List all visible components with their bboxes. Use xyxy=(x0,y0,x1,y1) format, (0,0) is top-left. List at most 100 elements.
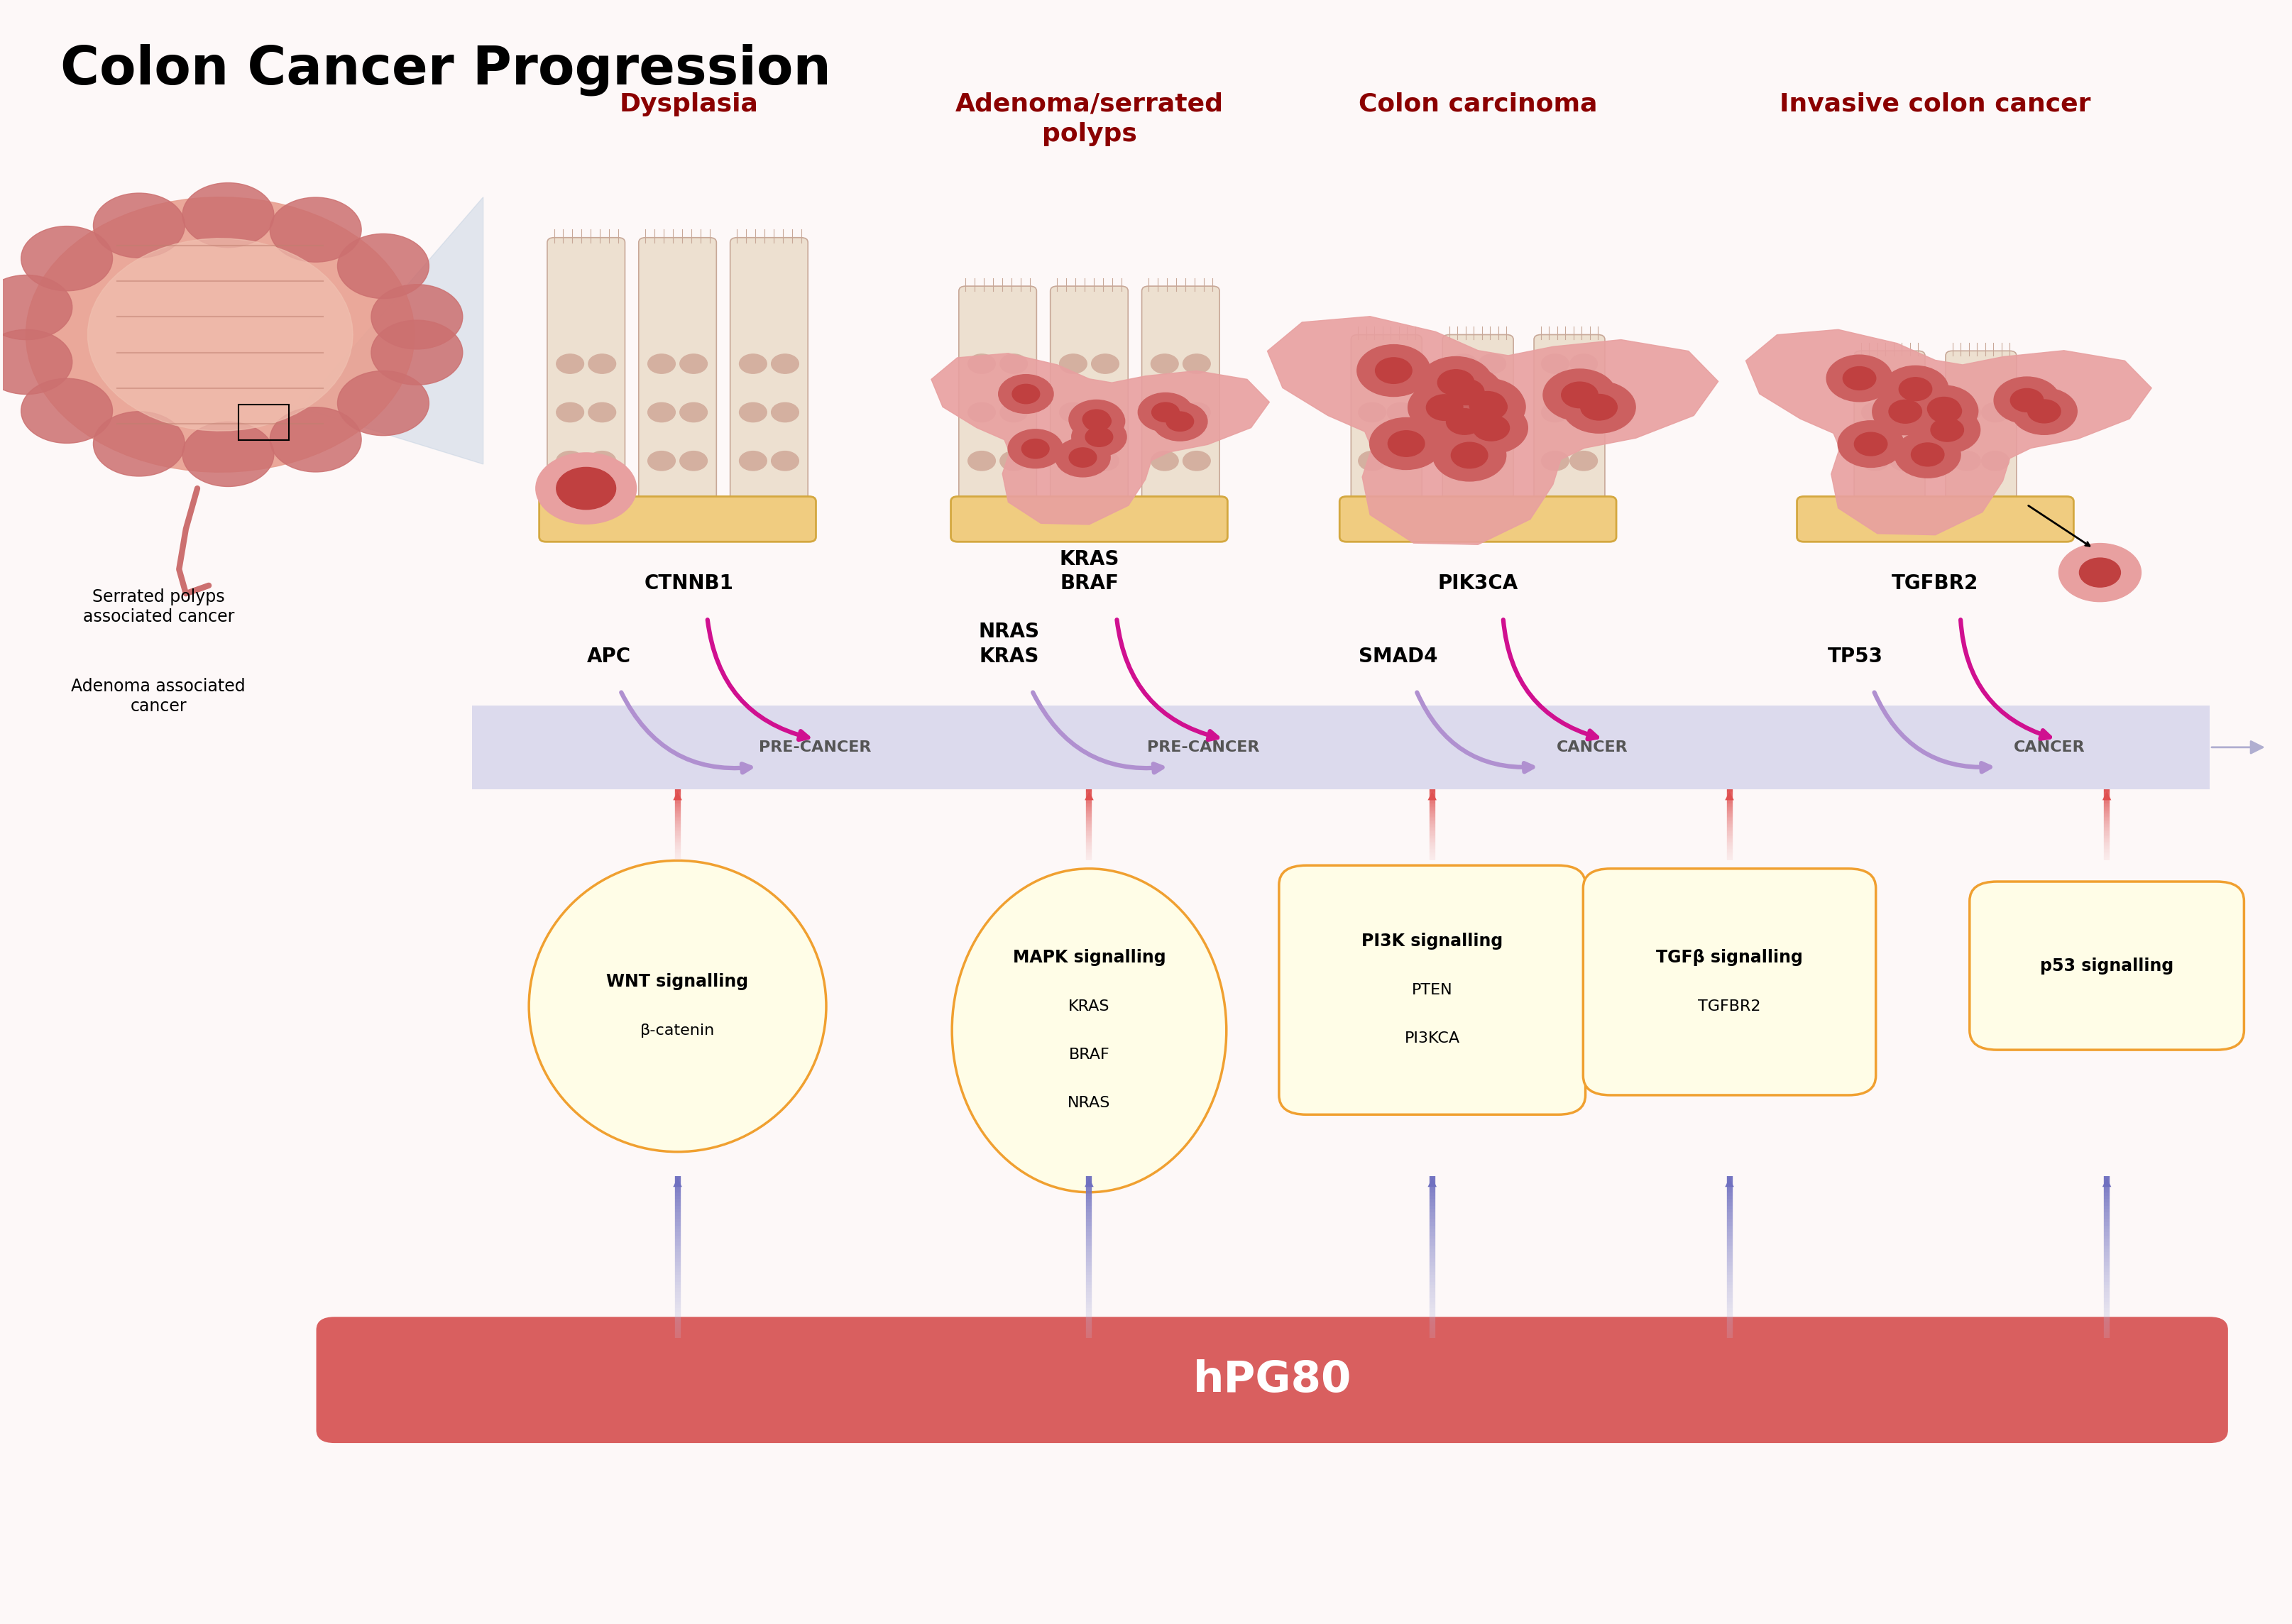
Circle shape xyxy=(967,354,995,374)
Text: NRAS
KRAS: NRAS KRAS xyxy=(979,622,1038,666)
Circle shape xyxy=(1889,400,1921,424)
Circle shape xyxy=(1570,403,1598,422)
FancyBboxPatch shape xyxy=(316,1317,2228,1444)
Circle shape xyxy=(738,451,766,471)
Text: PRE-CANCER: PRE-CANCER xyxy=(1146,741,1258,755)
Circle shape xyxy=(1068,400,1123,438)
Circle shape xyxy=(1561,382,1634,434)
Circle shape xyxy=(2079,559,2120,588)
Circle shape xyxy=(1543,369,1616,421)
Circle shape xyxy=(1843,367,1875,390)
Circle shape xyxy=(681,403,706,422)
Circle shape xyxy=(2010,388,2042,412)
Circle shape xyxy=(1953,403,1980,422)
Circle shape xyxy=(1449,451,1476,471)
Circle shape xyxy=(649,354,676,374)
Circle shape xyxy=(1082,409,1109,429)
Circle shape xyxy=(1469,395,1506,421)
Circle shape xyxy=(1914,406,1980,453)
FancyBboxPatch shape xyxy=(1050,286,1128,507)
FancyBboxPatch shape xyxy=(1797,497,2072,542)
Circle shape xyxy=(183,184,273,247)
Circle shape xyxy=(1453,403,1526,453)
Circle shape xyxy=(1451,378,1524,430)
Circle shape xyxy=(1446,409,1483,435)
Circle shape xyxy=(2058,544,2141,601)
Circle shape xyxy=(1387,430,1423,456)
Circle shape xyxy=(21,226,112,291)
Circle shape xyxy=(1469,391,1506,417)
Circle shape xyxy=(1070,417,1125,456)
Text: PRE-CANCER: PRE-CANCER xyxy=(759,741,871,755)
Text: TP53: TP53 xyxy=(1827,646,1882,666)
Circle shape xyxy=(1183,354,1210,374)
FancyBboxPatch shape xyxy=(1533,335,1604,507)
FancyBboxPatch shape xyxy=(1279,866,1586,1114)
Circle shape xyxy=(1893,432,1960,477)
FancyBboxPatch shape xyxy=(472,705,2209,789)
Circle shape xyxy=(1022,438,1050,458)
Circle shape xyxy=(1151,354,1178,374)
Circle shape xyxy=(999,403,1027,422)
Circle shape xyxy=(589,403,617,422)
Circle shape xyxy=(1059,451,1086,471)
Circle shape xyxy=(1183,451,1210,471)
Circle shape xyxy=(0,274,73,339)
FancyBboxPatch shape xyxy=(1339,497,1616,542)
Circle shape xyxy=(649,451,676,471)
Text: Invasive colon cancer: Invasive colon cancer xyxy=(1779,93,2090,115)
Text: CTNNB1: CTNNB1 xyxy=(644,573,733,593)
Circle shape xyxy=(1980,451,2008,471)
Circle shape xyxy=(1151,403,1178,422)
FancyBboxPatch shape xyxy=(548,237,626,507)
Text: KRAS
BRAF: KRAS BRAF xyxy=(1059,549,1118,593)
Circle shape xyxy=(1928,398,1960,421)
Circle shape xyxy=(557,468,617,510)
Circle shape xyxy=(967,403,995,422)
Circle shape xyxy=(337,234,429,299)
Text: Adenoma associated
cancer: Adenoma associated cancer xyxy=(71,677,245,715)
Circle shape xyxy=(589,451,617,471)
Polygon shape xyxy=(289,197,484,464)
FancyBboxPatch shape xyxy=(1141,286,1219,507)
Text: Adenoma/serrated
polyps: Adenoma/serrated polyps xyxy=(956,93,1224,146)
Circle shape xyxy=(1084,427,1112,447)
Circle shape xyxy=(1151,451,1178,471)
Text: APC: APC xyxy=(587,646,630,666)
Circle shape xyxy=(1953,451,1980,471)
Bar xyxy=(238,404,289,440)
Circle shape xyxy=(1357,344,1430,396)
Circle shape xyxy=(1151,403,1178,422)
Text: TGFβ signalling: TGFβ signalling xyxy=(1655,948,1802,966)
Circle shape xyxy=(1059,354,1086,374)
Circle shape xyxy=(1091,403,1118,422)
Polygon shape xyxy=(1267,317,1717,544)
Circle shape xyxy=(1013,385,1038,404)
Circle shape xyxy=(1540,451,1568,471)
FancyBboxPatch shape xyxy=(1946,351,2017,507)
Circle shape xyxy=(649,403,676,422)
Circle shape xyxy=(1827,356,1891,401)
Text: BRAF: BRAF xyxy=(1068,1047,1109,1062)
Text: PI3KCA: PI3KCA xyxy=(1405,1031,1460,1046)
FancyBboxPatch shape xyxy=(1969,882,2244,1049)
Circle shape xyxy=(94,193,186,258)
Circle shape xyxy=(2010,388,2077,435)
Circle shape xyxy=(681,451,706,471)
FancyBboxPatch shape xyxy=(729,237,807,507)
Circle shape xyxy=(770,451,798,471)
Polygon shape xyxy=(1744,330,2150,534)
Circle shape xyxy=(999,451,1027,471)
Circle shape xyxy=(1359,354,1384,374)
Circle shape xyxy=(1070,401,1125,440)
Circle shape xyxy=(1167,412,1194,430)
Circle shape xyxy=(2026,400,2061,422)
Polygon shape xyxy=(931,354,1270,525)
Text: SMAD4: SMAD4 xyxy=(1357,646,1437,666)
Text: Colon carcinoma: Colon carcinoma xyxy=(1359,93,1598,115)
Circle shape xyxy=(681,354,706,374)
Circle shape xyxy=(536,453,637,525)
Circle shape xyxy=(21,378,112,443)
Circle shape xyxy=(1426,395,1462,421)
FancyBboxPatch shape xyxy=(1854,351,1925,507)
